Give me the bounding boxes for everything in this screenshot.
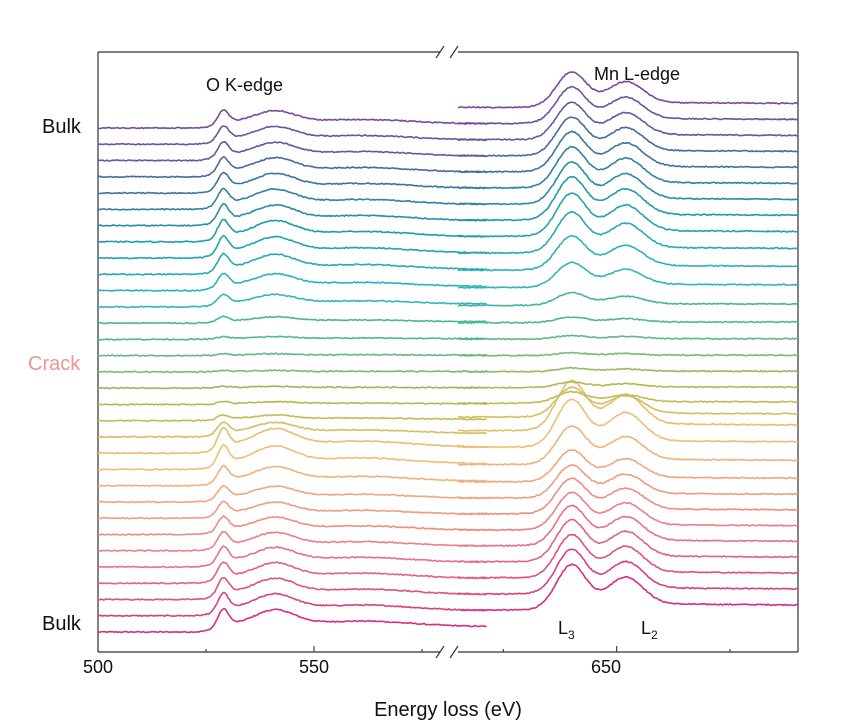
spectrum-16-mn-edge	[457, 366, 799, 374]
spectrum-20-o-edge	[97, 315, 487, 325]
spectrum-27-o-edge	[97, 187, 487, 211]
spectrum-8-mn-edge	[457, 463, 799, 500]
spectrum-23-mn-edge	[457, 210, 799, 255]
spectrum-7-o-edge	[97, 515, 487, 536]
spectrum-29-mn-edge	[457, 116, 799, 157]
spectrum-8-o-edge	[97, 500, 488, 520]
x-axis-title: Energy loss (eV)	[374, 699, 522, 721]
spectrum-10-mn-edge	[457, 425, 799, 466]
spectrum-5-o-edge	[97, 545, 487, 569]
spectrum-13-mn-edge	[457, 386, 799, 419]
spectrum-1-mn-edge	[458, 563, 799, 612]
spectrum-2-mn-edge	[457, 548, 799, 596]
spectrum-25-o-edge	[97, 218, 487, 244]
l3-sub: 3	[568, 628, 575, 642]
spectrum-3-o-edge	[97, 577, 487, 601]
annotation-l3: L3	[558, 618, 575, 642]
x-tick-label-650: 650	[591, 657, 621, 677]
spectrum-3-mn-edge	[457, 533, 799, 580]
spectrum-9-mn-edge	[457, 449, 799, 484]
spectrum-11-o-edge	[98, 443, 487, 471]
annotation-l2: L2	[641, 618, 658, 642]
l2-main: L	[641, 618, 651, 638]
spectrum-21-o-edge	[98, 293, 487, 309]
spectrum-6-o-edge	[97, 531, 487, 553]
label-crack: Crack	[28, 353, 81, 375]
axis-break-top	[435, 45, 459, 59]
spectrum-1-o-edge	[97, 607, 487, 634]
spectrum-5-mn-edge	[457, 504, 799, 548]
spectrum-22-o-edge	[97, 272, 487, 292]
spectrum-31-mn-edge	[457, 85, 799, 125]
spectrum-26-mn-edge	[457, 161, 799, 206]
spectrum-16-o-edge	[97, 385, 487, 390]
spectrum-23-o-edge	[97, 252, 487, 276]
spectrum-17-mn-edge	[457, 351, 799, 357]
spectrum-12-o-edge	[97, 426, 487, 455]
spectrum-30-o-edge	[97, 140, 487, 162]
spectrum-28-mn-edge	[457, 130, 799, 174]
spectrum-6-mn-edge	[457, 491, 799, 532]
spectra-series	[97, 71, 799, 634]
spectrum-27-mn-edge	[457, 145, 799, 190]
spectrum-11-mn-edge	[457, 398, 799, 449]
spectrum-14-o-edge	[97, 413, 487, 423]
spectrum-28-o-edge	[97, 171, 487, 195]
spectrum-26-o-edge	[97, 203, 487, 227]
spectrum-24-mn-edge	[457, 192, 798, 238]
l3-main: L	[558, 618, 568, 638]
plot-frame	[97, 45, 799, 659]
spectrum-29-o-edge	[97, 156, 487, 179]
spectrum-20-mn-edge	[457, 291, 798, 307]
x-axis-ticks	[97, 646, 731, 652]
x-tick-label-550: 550	[299, 657, 329, 677]
spectrum-30-mn-edge	[457, 101, 798, 141]
spectrum-21-mn-edge	[457, 261, 799, 289]
spectrum-19-mn-edge	[457, 316, 799, 325]
spectrum-32-o-edge	[98, 109, 487, 130]
l2-sub: 2	[651, 628, 658, 642]
spectrum-4-o-edge	[97, 561, 487, 585]
annotation-o-k-edge: O K-edge	[206, 75, 283, 95]
spectrum-13-o-edge	[97, 421, 487, 439]
spectrum-18-mn-edge	[457, 334, 799, 341]
spectrum-14-mn-edge	[457, 390, 799, 405]
spectrum-9-o-edge	[97, 484, 487, 504]
spectrum-19-o-edge	[97, 335, 487, 341]
spectrum-22-mn-edge	[457, 234, 799, 272]
spectrum-24-o-edge	[97, 234, 487, 260]
spectrum-2-o-edge	[97, 591, 487, 618]
annotation-mn-l-edge: Mn L-edge	[594, 64, 680, 84]
spectrum-4-mn-edge	[458, 518, 799, 564]
spectrum-31-o-edge	[97, 125, 487, 146]
label-bulk-top: Bulk	[42, 116, 82, 138]
spectrum-15-o-edge	[97, 400, 487, 406]
axis-break-bottom	[435, 645, 459, 659]
spectrum-7-mn-edge	[458, 477, 799, 516]
spectrum-32-mn-edge	[457, 71, 799, 109]
spectrum-25-mn-edge	[457, 175, 799, 222]
label-bulk-bottom: Bulk	[42, 613, 82, 635]
spectrum-15-mn-edge	[457, 380, 799, 390]
spectrum-18-o-edge	[97, 352, 487, 357]
spectrum-17-o-edge	[97, 369, 487, 374]
x-tick-label-500: 500	[83, 657, 113, 677]
spectrum-10-o-edge	[97, 464, 487, 488]
